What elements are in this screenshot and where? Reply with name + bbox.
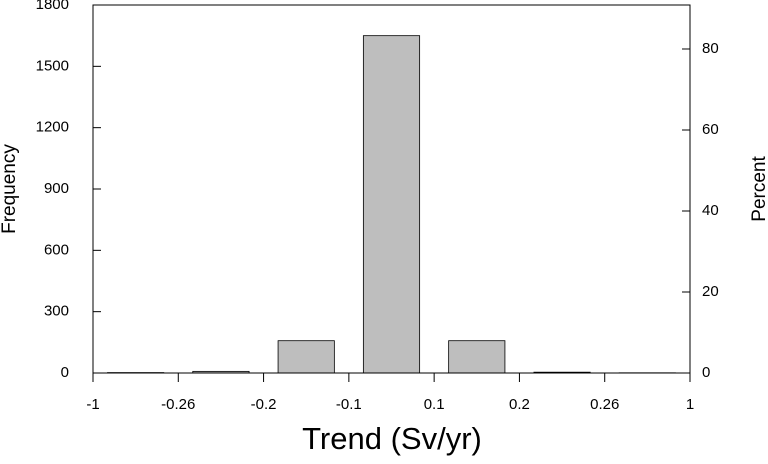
x-tick-label: 0.26 [590, 396, 619, 413]
x-tick-label: 0.2 [509, 396, 530, 413]
y2-tick-label: 20 [702, 283, 719, 300]
y2-tick-label: 0 [702, 364, 710, 381]
y2-tick-label: 80 [702, 40, 719, 57]
x-tick-label: -0.26 [161, 396, 195, 413]
y-tick-label: 300 [44, 303, 69, 320]
bar [277, 340, 335, 374]
y-axis-label: Frequency [0, 144, 20, 234]
x-tick-label: -0.1 [336, 396, 362, 413]
x-tick-label: 0.1 [424, 396, 445, 413]
y2-axis-label: Percent [749, 156, 768, 222]
y-tick-label: 600 [44, 241, 69, 258]
x-tick-label: -1 [86, 396, 99, 413]
bar [362, 35, 421, 374]
bar [448, 340, 506, 374]
x-tick-label: -0.2 [251, 396, 277, 413]
y2-tick-label: 40 [702, 202, 719, 219]
y-tick-label: 1800 [36, 0, 69, 13]
y-tick-label: 1200 [36, 119, 69, 136]
x-tick-label: 1 [686, 396, 694, 413]
y-tick-label: 1500 [36, 57, 69, 74]
y2-tick-label: 60 [702, 121, 719, 138]
y-tick-label: 900 [44, 180, 69, 197]
y-tick-label: 0 [61, 364, 69, 381]
x-axis-label: Trend (Sv/yr) [302, 421, 482, 456]
